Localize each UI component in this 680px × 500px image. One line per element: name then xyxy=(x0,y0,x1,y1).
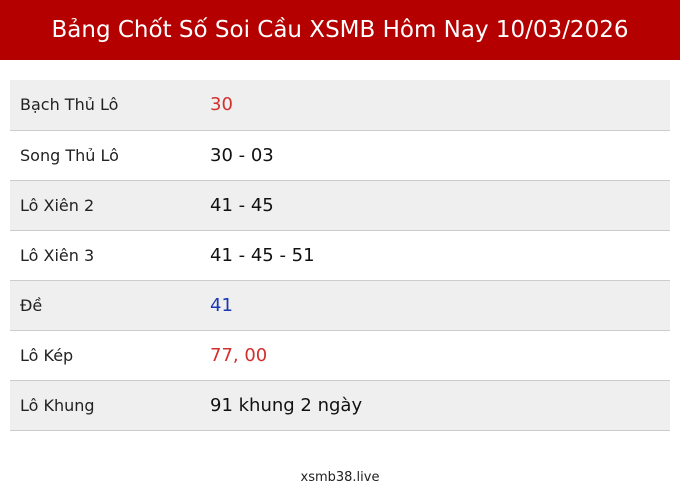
row-label: Lô Khung xyxy=(20,395,95,415)
footer: xsmb38.live xyxy=(300,470,380,485)
row: Lô Kép 77, 00 xyxy=(10,330,670,380)
table: Bạch Thủ Lô 30 Song Thủ Lô 30 - 03 Lô Xiên 2… xyxy=(10,80,670,431)
row: Bạch Thủ Lô 30 xyxy=(10,80,670,130)
row: Lô Xiên 3 41 - 45 - 51 xyxy=(10,230,670,280)
row: Đề 41 xyxy=(10,280,670,330)
header-title: Bảng Chốt Số Soi Cầu XSMB Hôm Nay 10/03/… xyxy=(0,0,680,60)
row-value: 91 khung 2 ngày xyxy=(210,394,363,416)
row-label: Bạch Thủ Lô xyxy=(20,95,119,115)
row-label: Lô Xiên 3 xyxy=(20,245,95,265)
row-value: 41 - 45 - 51 xyxy=(210,244,315,266)
row: Lô Xiên 2 41 - 45 xyxy=(10,180,670,230)
row-value: 41 - 45 xyxy=(210,194,274,216)
row-label: Lô Kép xyxy=(20,345,74,365)
row-label: Song Thủ Lô xyxy=(20,145,119,165)
row-value: 30 xyxy=(210,94,233,116)
row-label: Đề xyxy=(20,295,43,315)
row-value: 30 - 03 xyxy=(210,144,274,166)
row: Song Thủ Lô 30 - 03 xyxy=(10,130,670,180)
row: Lô Khung 91 khung 2 ngày xyxy=(10,380,670,430)
row-label: Lô Xiên 2 xyxy=(20,195,95,215)
row-value: 41 xyxy=(210,294,233,316)
row-value: 77, 00 xyxy=(210,344,268,366)
